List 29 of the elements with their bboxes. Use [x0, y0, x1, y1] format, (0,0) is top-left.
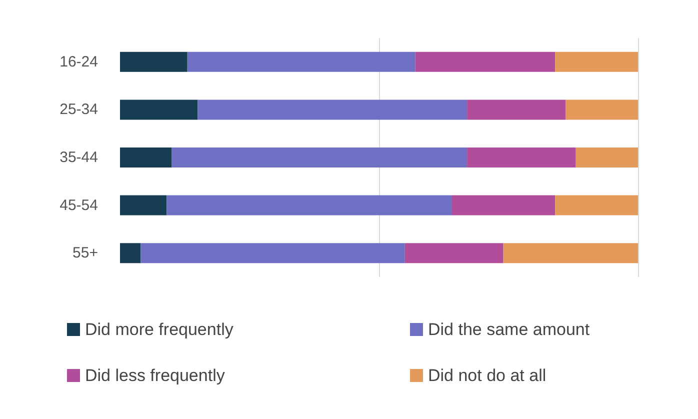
bar	[172, 148, 468, 168]
legend-label: Did the same amount	[428, 320, 590, 339]
y-tick-label: 45-54	[60, 196, 98, 214]
y-tick-label: 35-44	[60, 149, 98, 166]
bar	[555, 195, 638, 216]
bar	[198, 100, 468, 120]
legend-label: Did not do at all	[428, 366, 546, 385]
bar	[467, 100, 566, 120]
bar	[140, 243, 405, 264]
bar	[120, 100, 198, 120]
bar	[120, 148, 172, 168]
bar	[576, 148, 638, 168]
bar	[120, 52, 188, 72]
bar	[555, 52, 638, 72]
bar	[467, 148, 576, 168]
bar	[415, 52, 556, 72]
legend-label: Did more frequently	[85, 320, 234, 339]
bar	[120, 195, 167, 216]
y-tick-label: 25-34	[60, 101, 98, 118]
y-tick-label: 16-24	[60, 53, 98, 70]
bar	[187, 52, 416, 72]
bar	[120, 243, 141, 264]
bar	[404, 243, 504, 264]
bar	[503, 243, 638, 264]
bar	[166, 195, 452, 216]
y-tick-label: 55+	[72, 244, 98, 262]
bar	[565, 100, 638, 120]
bar	[452, 195, 556, 216]
legend-label: Did less frequently	[85, 366, 226, 385]
